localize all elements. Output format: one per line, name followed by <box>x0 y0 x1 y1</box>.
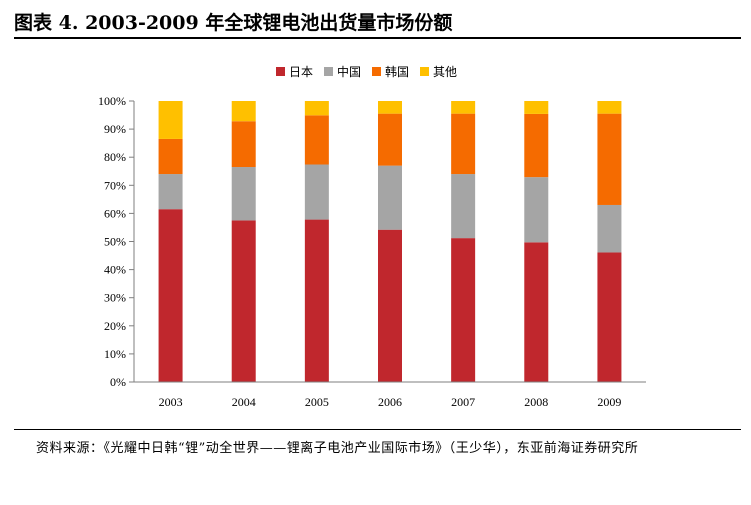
title-rule <box>14 37 741 39</box>
y-tick-label-9: 90% <box>104 122 126 136</box>
y-tick-label-2: 20% <box>104 319 126 333</box>
y-tick-label-8: 80% <box>104 150 126 164</box>
legend-swatch-0 <box>276 67 285 76</box>
bar-2004-series-0 <box>231 220 256 382</box>
bar-2005-series-1 <box>304 164 329 220</box>
bar-2007-series-3 <box>451 101 476 114</box>
bar-2009-series-0 <box>597 252 622 382</box>
legend-swatch-1 <box>324 67 333 76</box>
x-tick-label-2005: 2005 <box>305 395 329 409</box>
bar-2008-series-2 <box>524 113 549 178</box>
bar-2003-series-3 <box>158 101 183 139</box>
bar-2006-series-0 <box>378 229 402 382</box>
source-note: 资料来源：《光耀中日韩“锂”动全世界——锂离子电池产业国际市场》（王少华），东亚… <box>36 441 639 456</box>
bar-2004-series-3 <box>231 101 256 122</box>
legend-swatch-3 <box>420 67 429 76</box>
bar-2006-series-3 <box>378 101 402 114</box>
bar-2007-series-2 <box>451 113 476 175</box>
y-tick-label-6: 60% <box>104 206 126 220</box>
x-tick-label-2009: 2009 <box>597 395 621 409</box>
legend-swatch-2 <box>372 67 381 76</box>
y-tick-label-4: 40% <box>104 263 126 277</box>
bar-2005-series-2 <box>304 115 329 165</box>
legend-label-2: 韩国 <box>385 64 409 79</box>
bar-2006-series-1 <box>378 165 402 230</box>
stacked-bar-chart: 日本 中国 韩国 其他 2003 2004 2005 2006 2007 2008 2009 0% 10… <box>98 64 646 409</box>
legend-label-3: 其他 <box>433 65 457 79</box>
source-rule <box>14 429 741 430</box>
y-tick-label-5: 50% <box>104 235 126 249</box>
y-tick-label-1: 10% <box>104 347 126 361</box>
x-tick-label-2003: 2003 <box>159 395 183 409</box>
figure-title: 图表 4. 2003-2009 年全球锂电池出货量市场份额 <box>14 12 453 34</box>
y-tick-label-3: 30% <box>104 291 126 305</box>
bar-2009-series-1 <box>597 204 622 253</box>
y-tick-label-10: 100% <box>98 94 126 108</box>
bar-2004-series-1 <box>231 167 256 221</box>
y-tick-label-7: 70% <box>104 178 126 192</box>
x-tick-label-2008: 2008 <box>524 395 548 409</box>
bar-2005-series-3 <box>304 101 329 116</box>
legend-label-0: 日本 <box>289 65 313 79</box>
bar-2004-series-2 <box>231 121 256 168</box>
x-tick-label-2006: 2006 <box>378 395 402 409</box>
bar-2003-series-2 <box>158 138 183 175</box>
bar-2009-series-3 <box>597 101 622 114</box>
bar-2008-series-3 <box>524 101 549 114</box>
bar-2003-series-0 <box>158 209 183 382</box>
bar-2007-series-0 <box>451 238 476 382</box>
legend-label-1: 中国 <box>337 64 361 79</box>
bar-2007-series-1 <box>451 174 476 239</box>
x-tick-label-2007: 2007 <box>451 395 475 409</box>
bar-2006-series-2 <box>378 113 402 166</box>
bar-2003-series-1 <box>158 174 183 210</box>
bar-2008-series-1 <box>524 177 549 243</box>
x-tick-label-2004: 2004 <box>232 395 256 409</box>
bar-2005-series-0 <box>304 219 329 382</box>
bar-2009-series-2 <box>597 113 622 205</box>
y-tick-label-0: 0% <box>110 375 126 389</box>
bar-2008-series-0 <box>524 242 549 382</box>
